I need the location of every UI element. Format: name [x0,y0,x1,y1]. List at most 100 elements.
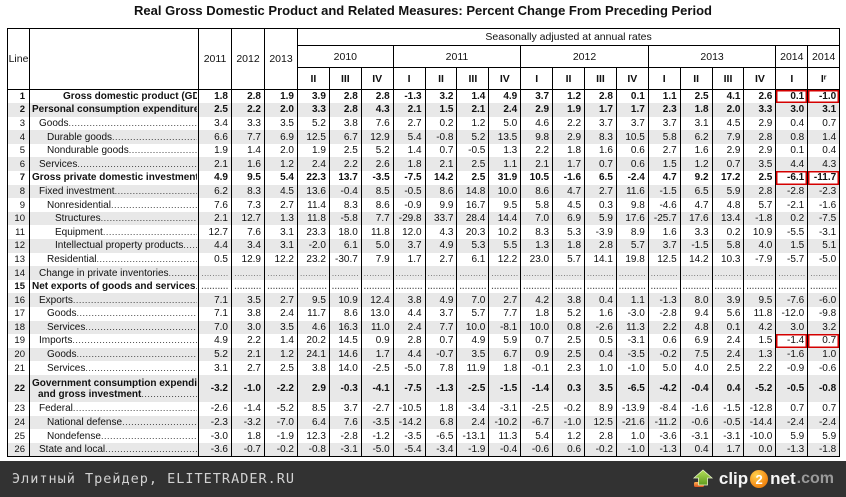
value-cell: -5.5 [775,225,809,240]
value-cell: -1.8 [743,211,777,226]
table-row: 16Exports7.13.52.79.510.912.43.84.97.02.… [7,293,841,307]
value-cell: 1.3 [488,143,522,158]
value-cell: 20.2 [297,334,330,348]
value-cell: 0.5 [584,334,617,348]
value-cell: -4.6 [647,198,681,212]
value-cell: 0.4 [775,116,809,131]
value-cell: 12.2 [264,252,298,267]
value-cell: -3.5 [360,171,394,185]
value-cell: -3.5 [392,429,426,443]
value-cell: 4.9 [198,171,232,185]
value-cell: .......... [328,279,362,294]
value-cell: .......... [488,266,522,280]
value-cell: 5.9 [775,429,809,443]
table-row: 13Residential0.512.912.223.2-30.77.91.72… [7,252,841,267]
value-cell: 7.7 [424,320,458,335]
value-cell: 1.3 [520,239,554,253]
gdp-table: Line 2011 2012 2013 Seasonally adjusted at a… [7,28,841,458]
value-cell: .......... [743,279,777,294]
value-cell: 2.4 [392,320,426,335]
value-cell: 2.5 [264,361,298,375]
value-cell: -2.7 [360,402,394,416]
line-number-cell: 9 [7,198,30,212]
value-cell: 0.7 [711,157,745,172]
value-cell: 4.5 [711,116,745,131]
value-cell: .......... [584,266,617,280]
value-cell: .......... [647,266,681,280]
line-number-cell: 20 [7,347,30,362]
value-cell: 1.6 [584,143,617,158]
value-cell: .......... [488,279,522,294]
value-cell: 5.2 [552,307,586,321]
value-cell: 4.0 [743,239,777,253]
value-cell: 1.2 [552,429,586,443]
table-row: 25Nondefense-3.01.8-1.912.3-2.8-1.2-3.5-… [7,429,841,443]
year-header: 2011 [198,28,232,90]
value-cell: 2.2 [743,361,777,375]
value-cell: 4.6 [297,320,330,335]
value-cell: -2.0 [297,239,330,253]
value-cell: -7.6 [775,293,809,307]
value-cell: 0.4 [584,293,617,307]
value-cell: 0.4 [711,374,745,403]
logo-clip-text: clip [718,469,749,488]
value-cell: .......... [424,279,458,294]
line-number-cell: 26 [7,442,30,457]
value-cell: -0.1 [520,361,554,375]
line-number-cell: 6 [7,157,30,172]
value-cell: 2.9 [711,143,745,158]
value-cell: 12.5 [584,415,617,430]
value-cell: -0.8 [297,442,330,457]
value-cell: 12.4 [360,293,394,307]
value-cell: 6.8 [424,415,458,430]
value-cell: -3.1 [615,334,649,348]
value-cell: -0.4 [328,184,362,199]
value-cell: -11.2 [647,415,681,430]
value-cell: 7.0 [520,211,554,226]
value-cell: 7.0 [456,293,490,307]
value-cell: 3.7 [392,239,426,253]
quarter-header: IV [488,67,522,90]
value-cell: 0.9 [360,334,394,348]
value-cell: 5.0 [647,361,681,375]
table-row: 18Services7.03.03.54.616.311.02.47.710.0… [7,320,841,335]
value-cell: -3.4 [424,442,458,457]
value-cell: 3.8 [392,293,426,307]
value-cell: -2.3 [807,184,841,199]
value-cell: 0.0 [743,442,777,457]
quarter-header: III [584,67,617,90]
value-cell: 5.2 [297,116,330,131]
value-cell: 2.8 [584,239,617,253]
value-cell: -1.3 [647,293,681,307]
value-cell: -1.3 [392,89,426,104]
clip2net-logo[interactable]: clip 2 net .com [692,469,834,489]
value-cell: 11.8 [360,225,394,240]
value-cell: -1.0 [615,442,649,457]
value-cell: 3.5 [264,116,298,131]
value-cell: -0.6 [520,442,554,457]
quarter-header: III [456,67,490,90]
value-cell: -0.7 [424,347,458,362]
value-cell: -5.7 [775,252,809,267]
quarter-header: I [392,67,426,90]
value-cell: 1.8 [392,157,426,172]
table-header: Line 2011 2012 2013 Seasonally adjusted at a… [7,28,841,90]
value-cell: 1.8 [231,429,265,443]
value-cell: .......... [520,266,554,280]
value-cell: 0.7 [520,334,554,348]
value-cell: 9.5 [297,293,330,307]
value-cell: -1.9 [456,442,490,457]
value-cell: -0.6 [807,361,841,375]
value-cell: 0.2 [424,116,458,131]
value-cell: 11.0 [360,320,394,335]
value-cell: 2.5 [711,361,745,375]
value-cell: 4.5 [264,184,298,199]
value-cell: 8.6 [424,184,458,199]
line-number-cell: 23 [7,402,30,416]
value-cell: -1.4 [231,402,265,416]
value-cell: 4.7 [679,198,713,212]
upload-arrow-icon [692,469,713,487]
value-cell: -3.5 [615,347,649,362]
value-cell: 4.5 [552,198,586,212]
value-cell: -2.1 [775,198,809,212]
